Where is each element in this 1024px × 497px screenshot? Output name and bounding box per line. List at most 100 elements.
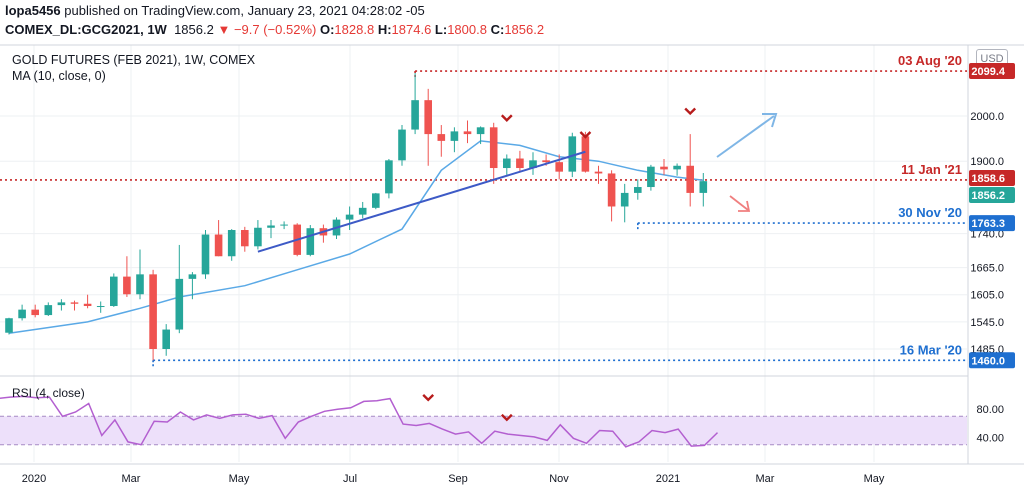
level-label: 16 Mar '20 — [900, 342, 962, 357]
ma-line-group — [8, 140, 704, 334]
candle-body — [620, 192, 629, 207]
candle-body — [70, 302, 79, 304]
rsi-line — [0, 395, 719, 448]
price-tick-label: 1545.0 — [970, 317, 1004, 329]
level-label: 03 Aug '20 — [898, 53, 962, 68]
level-label: 30 Nov '20 — [898, 205, 962, 220]
levels: 03 Aug '20 11 Jan '21 30 Nov '20 16 Mar '20 — [0, 53, 967, 367]
candle-body — [607, 173, 616, 207]
price-badge-label: 2099.4 — [971, 66, 1006, 78]
price-tick-label: 2000.0 — [970, 111, 1004, 123]
candle-body — [489, 127, 498, 169]
signal-chevron-icon — [500, 413, 513, 422]
candle-body — [411, 100, 419, 130]
signal-chevron-icon — [422, 393, 435, 402]
signal-chevron-icon — [500, 114, 513, 122]
price-tick-label: 1605.0 — [970, 290, 1004, 302]
candle-body — [44, 305, 53, 316]
candle-body — [358, 207, 367, 215]
price-badge — [969, 215, 1015, 232]
candle-body — [149, 274, 157, 349]
chart-title: GOLD FUTURES (FEB 2021), 1W, COMEX — [12, 53, 256, 67]
time-tick-label: May — [864, 473, 885, 485]
time-tick-label: 2021 — [656, 473, 680, 485]
price-change: −9.7 (−0.52%) — [233, 22, 317, 37]
price-badge — [969, 63, 1015, 80]
grid — [0, 44, 1024, 465]
rsi-tick-label: 40.00 — [976, 433, 1004, 445]
price-badge-label: 1858.6 — [971, 173, 1005, 185]
candle-body — [673, 165, 681, 170]
candle-body — [516, 158, 524, 169]
candle-body — [594, 171, 603, 174]
publish-text: published on TradingView.com, January 23… — [64, 3, 425, 18]
candle-body — [136, 274, 144, 295]
candle-body — [476, 127, 485, 135]
trendline-group — [257, 113, 778, 253]
candle-body — [634, 187, 642, 193]
level-label: 11 Jan '21 — [901, 162, 962, 177]
candle-body — [306, 228, 315, 255]
candle-body — [699, 181, 708, 193]
price-badge — [969, 169, 1015, 186]
publish-info: lopa5456 published on TradingView.com, J… — [5, 3, 425, 18]
candle-body — [110, 276, 118, 307]
candle-body — [686, 165, 694, 193]
candle-body — [188, 274, 197, 279]
rsi-band — [0, 415, 967, 446]
candle-body — [31, 309, 39, 316]
candle-body — [227, 230, 236, 257]
candle-body — [162, 329, 170, 349]
candle-body — [647, 166, 655, 188]
rsi-line-group — [0, 395, 719, 448]
axes: 2000.01900.01740.01665.01605.01545.01485… — [22, 63, 1015, 485]
candle-body — [96, 306, 105, 308]
time-tick-label: May — [229, 473, 250, 485]
last-price: 1856.2 — [174, 22, 214, 37]
candle-body — [345, 214, 354, 220]
time-tick-label: Jul — [343, 473, 357, 485]
candle-body — [5, 318, 13, 333]
price-tick-label: 1740.0 — [970, 229, 1004, 241]
price-badge — [969, 187, 1015, 204]
low-value: 1800.8 — [447, 22, 487, 37]
candle-body — [241, 230, 249, 247]
time-tick-label: Mar — [122, 473, 141, 485]
signal-chevron-icon — [684, 107, 697, 116]
trendline — [257, 150, 586, 253]
candle-body — [581, 136, 590, 172]
price-badge-label: 1763.3 — [971, 218, 1005, 230]
time-tick-label: Mar — [756, 473, 775, 485]
candle-body — [450, 131, 459, 141]
candle-body — [372, 193, 380, 208]
down-triangle-icon: ▼ — [217, 22, 231, 37]
candle-body — [437, 134, 446, 141]
time-tick-label: 2020 — [22, 473, 46, 485]
candle-body — [267, 225, 275, 228]
close-value: 1856.2 — [504, 22, 545, 37]
candle-body — [18, 309, 26, 319]
projection-arrow-down-head — [738, 200, 751, 212]
candle-body — [175, 278, 184, 330]
symbol-ohlc-line: COMEX_DL:GCG2021, 1W 1856.2 ▼ −9.7 (−0.5… — [5, 22, 544, 37]
open-value: 1828.8 — [334, 22, 375, 37]
candle-body — [254, 227, 262, 247]
open-label: O: — [319, 22, 335, 37]
publisher-name: lopa5456 — [5, 3, 61, 18]
projection-arrow-up-head — [762, 113, 778, 128]
ma-legend: MA (10, close, 0) — [12, 69, 106, 83]
candle-body — [83, 303, 92, 307]
rsi-tick-label: 80.00 — [976, 404, 1004, 416]
close-label: C: — [490, 22, 505, 37]
ma-line — [8, 140, 704, 334]
signal-chevron-icon — [579, 131, 592, 139]
candle-body — [529, 160, 537, 169]
candle-body — [660, 166, 668, 170]
candle-body — [424, 100, 432, 135]
candle-body — [398, 129, 406, 161]
candles — [5, 73, 708, 361]
rsi-band-fill — [0, 416, 967, 445]
price-tick-label: 1900.0 — [970, 156, 1004, 168]
candle-body — [201, 234, 210, 275]
